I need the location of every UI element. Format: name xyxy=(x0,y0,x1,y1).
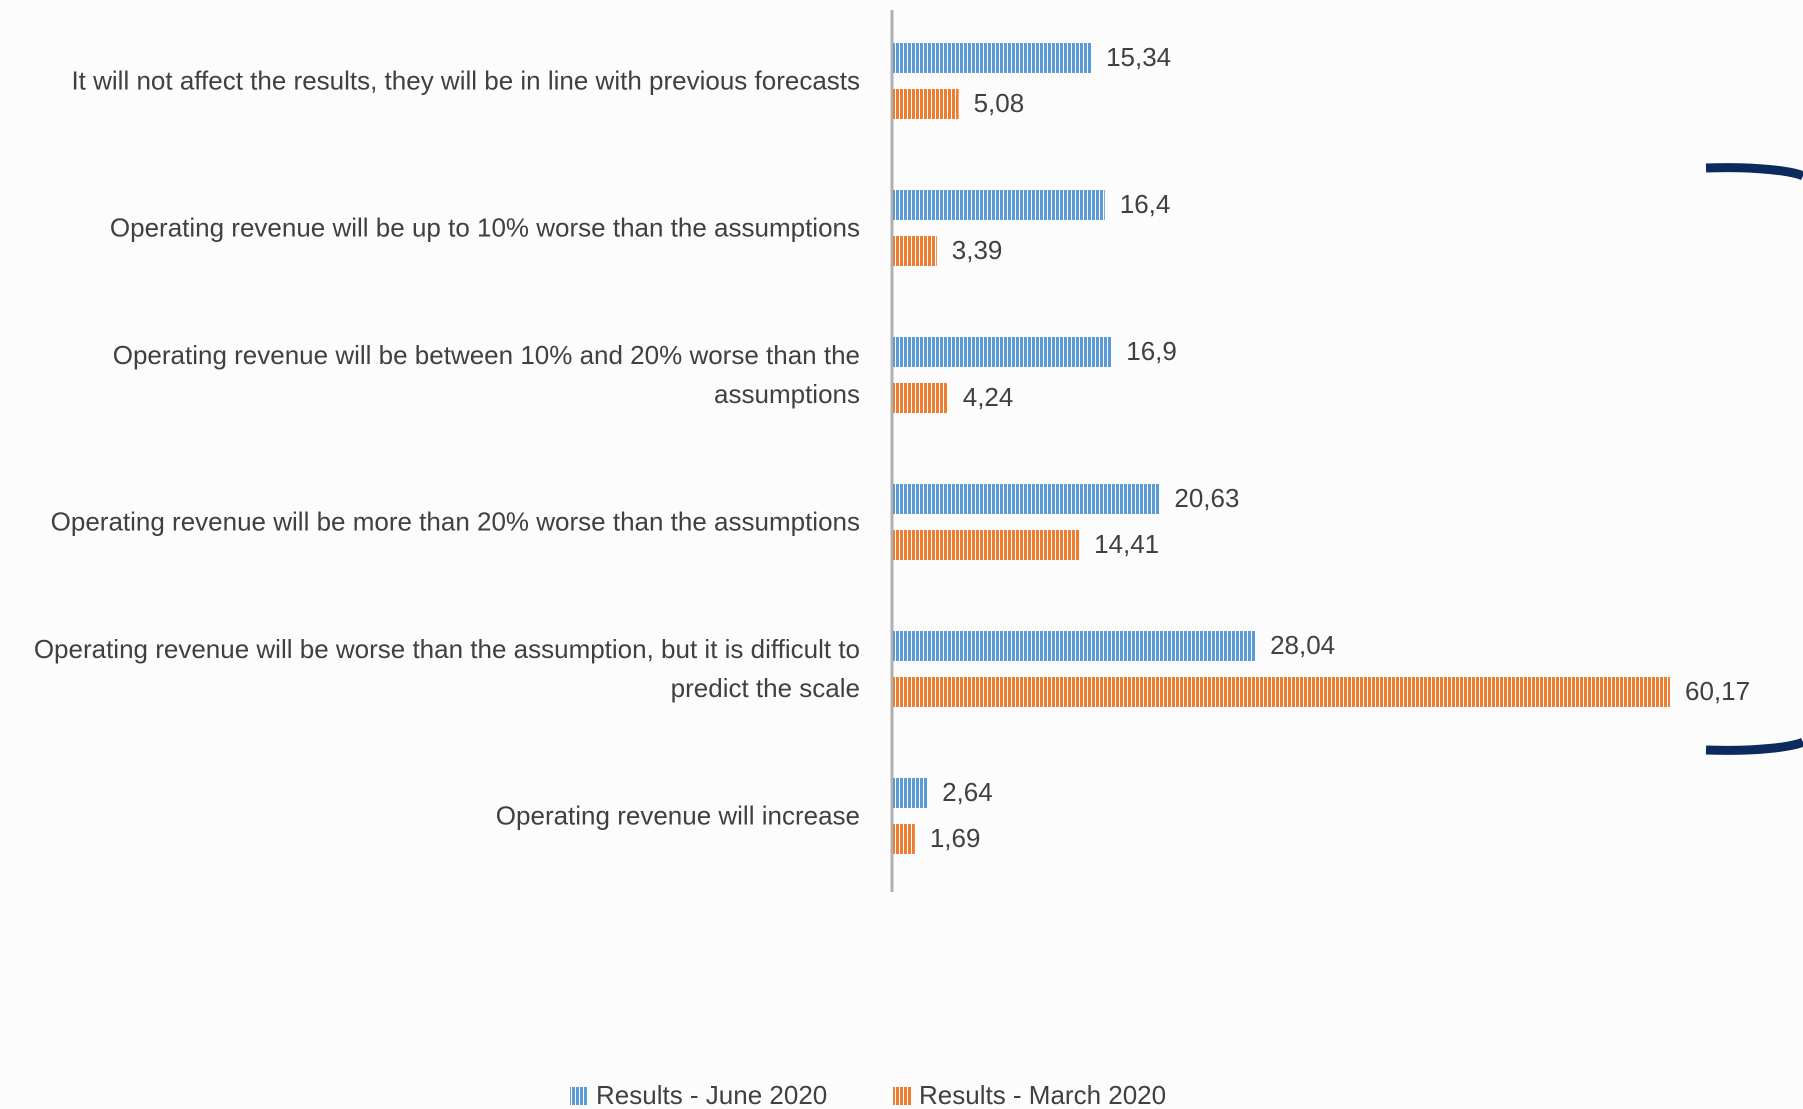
decoration xyxy=(1705,737,1803,755)
bar xyxy=(893,190,1105,220)
bar xyxy=(893,677,1670,707)
data-label: 20,63 xyxy=(1174,483,1239,513)
data-label: 16,9 xyxy=(1126,336,1177,366)
data-label: 4,24 xyxy=(963,382,1014,412)
category-label: Operating revenue will be between 10% an… xyxy=(112,340,860,409)
legend-swatch xyxy=(893,1087,911,1105)
data-label: 16,4 xyxy=(1120,189,1171,219)
bar xyxy=(893,824,915,854)
bar xyxy=(893,530,1080,560)
data-label: 1,69 xyxy=(930,823,981,853)
bar xyxy=(893,337,1112,367)
bar xyxy=(893,383,948,413)
decoration xyxy=(1705,163,1803,181)
data-label: 60,17 xyxy=(1685,676,1750,706)
bar xyxy=(893,89,959,119)
data-label: 2,64 xyxy=(942,777,993,807)
bar xyxy=(893,778,928,808)
bar xyxy=(893,631,1256,661)
legend-label: Results - March 2020 xyxy=(919,1080,1166,1109)
category-label: Operating revenue will be more than 20% … xyxy=(50,506,860,537)
category-label: It will not affect the results, they wil… xyxy=(71,65,860,96)
bar xyxy=(893,236,937,266)
data-label: 15,34 xyxy=(1106,42,1171,72)
data-label: 14,41 xyxy=(1094,529,1159,559)
category-label: Operating revenue will be up to 10% wors… xyxy=(109,212,860,243)
data-label: 28,04 xyxy=(1270,630,1335,660)
data-label: 3,39 xyxy=(952,235,1003,265)
category-label: Operating revenue will be worse than the… xyxy=(33,634,860,703)
bar xyxy=(893,43,1092,73)
data-label: 5,08 xyxy=(974,88,1025,118)
bar xyxy=(893,484,1160,514)
legend-swatch xyxy=(570,1087,588,1105)
legend-label: Results - June 2020 xyxy=(596,1080,827,1109)
category-label: Operating revenue will increase xyxy=(495,800,860,831)
